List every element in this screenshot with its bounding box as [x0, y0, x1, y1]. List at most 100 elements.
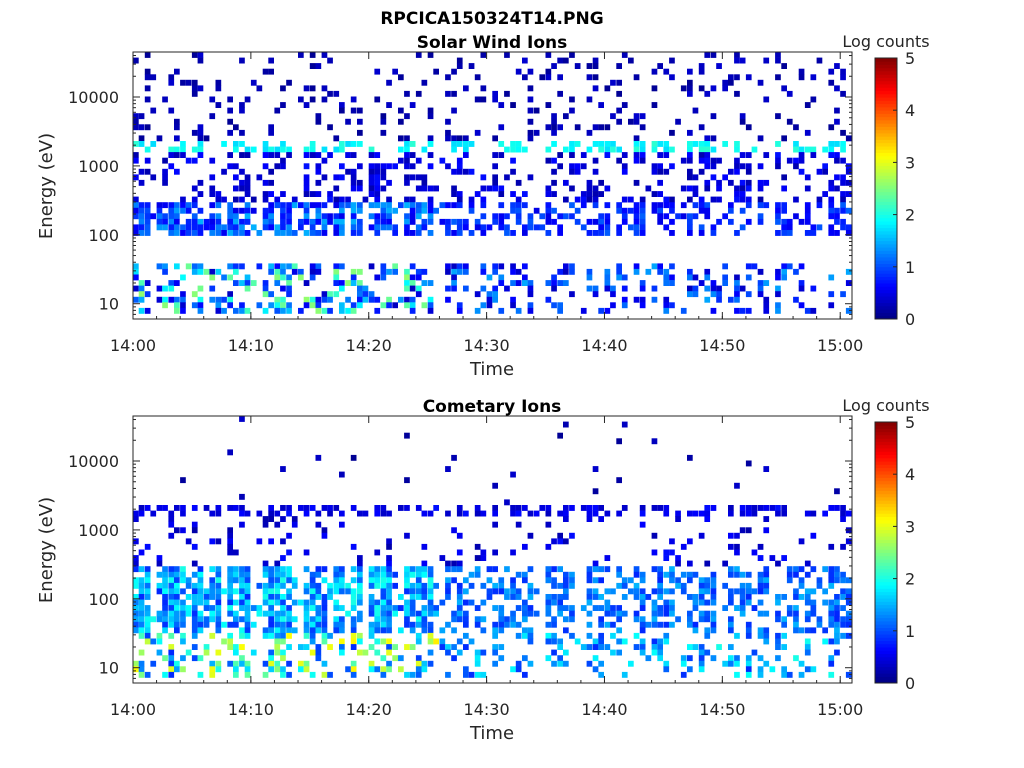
- spectrogram-cell: [545, 605, 552, 611]
- spectrogram-cell: [333, 627, 340, 634]
- spectrogram-cell: [551, 179, 557, 186]
- colorbar-swatch: [875, 155, 897, 160]
- spectrogram-cell: [138, 230, 145, 236]
- y-tick-label: 10: [99, 295, 119, 314]
- spectrogram-cell: [563, 649, 569, 656]
- colorbar-swatch: [875, 230, 897, 235]
- spectrogram-cell: [191, 610, 198, 617]
- spectrogram-cell: [144, 291, 151, 298]
- spectrogram-cell: [775, 610, 781, 617]
- spectrogram-cell: [734, 191, 740, 197]
- spectrogram-cell: [651, 85, 658, 92]
- spectrogram-cell: [545, 68, 552, 75]
- spectrogram-cell: [239, 141, 245, 147]
- spectrogram-cell: [368, 202, 375, 209]
- spectrogram-cell: [197, 610, 204, 617]
- spectrogram-cell: [321, 660, 328, 667]
- spectrogram-cell: [763, 638, 770, 645]
- spectrogram-cell: [380, 218, 387, 225]
- spectrogram-cell: [409, 141, 416, 147]
- spectrogram-cell: [604, 152, 611, 158]
- spectrogram-cell: [463, 610, 469, 617]
- spectrogram-cell: [239, 510, 245, 517]
- colorbar-swatch: [875, 679, 897, 684]
- colorbar-swatch: [875, 516, 897, 521]
- spectrogram-cell: [350, 566, 357, 573]
- spectrogram-cell: [421, 179, 428, 186]
- spectrogram-cell: [492, 268, 498, 275]
- spectrogram-cell: [156, 135, 163, 142]
- spectrogram-cell: [828, 566, 835, 573]
- spectrogram-cell: [504, 588, 510, 595]
- spectrogram-cell: [209, 538, 216, 545]
- spectrogram-cell: [722, 79, 728, 86]
- spectrogram-cell: [398, 505, 404, 511]
- spectrogram-cell: [327, 505, 333, 511]
- spectrogram-cell: [286, 660, 292, 667]
- spectrogram-cell: [191, 196, 198, 203]
- spectrogram-cell: [580, 644, 587, 650]
- spectrogram-cell: [339, 644, 345, 650]
- spectrogram-cell: [209, 588, 216, 595]
- spectrogram-cell: [244, 202, 251, 209]
- spectrogram-cell: [628, 224, 634, 231]
- spectrogram-cell: [433, 207, 439, 214]
- spectrogram-cell: [598, 141, 604, 147]
- spectrogram-cell: [362, 510, 369, 517]
- spectrogram-cell: [616, 202, 622, 209]
- spectrogram-cell: [274, 296, 281, 303]
- spectrogram-cell: [298, 218, 304, 225]
- spectrogram-cell: [563, 146, 569, 153]
- spectrogram-cell: [433, 505, 439, 511]
- spectrogram-cell: [739, 599, 746, 606]
- spectrogram-cell: [498, 610, 505, 617]
- spectrogram-cell: [286, 230, 292, 236]
- spectrogram-cell: [268, 207, 274, 214]
- spectrogram-cell: [339, 638, 345, 645]
- spectrogram-cell: [244, 599, 251, 606]
- spectrogram-cell: [704, 599, 711, 606]
- spectrogram-cell: [757, 588, 764, 595]
- spectrogram-cell: [309, 63, 316, 69]
- spectrogram-cell: [728, 616, 734, 623]
- spectrogram-cell: [315, 521, 322, 528]
- spectrogram-cell: [551, 538, 557, 545]
- spectrogram-cell: [215, 307, 222, 314]
- colorbar-tick-label: 0: [905, 674, 915, 693]
- spectrogram-cell: [168, 594, 175, 600]
- spectrogram-cell: [804, 666, 811, 673]
- spectrogram-cell: [586, 63, 593, 69]
- spectrogram-cell: [180, 196, 186, 203]
- colorbar-swatch: [875, 500, 897, 504]
- spectrogram-cell: [492, 644, 498, 650]
- spectrogram-cell: [456, 649, 463, 656]
- spectrogram-cell: [692, 185, 699, 192]
- spectrogram-cell: [156, 505, 163, 511]
- spectrogram-cell: [616, 230, 622, 236]
- spectrogram-cell: [757, 555, 764, 561]
- spectrogram-cell: [350, 185, 357, 192]
- spectrogram-cell: [368, 213, 375, 220]
- spectrogram-cell: [303, 660, 310, 667]
- spectrogram-cell: [409, 263, 416, 270]
- spectrogram-cell: [710, 230, 717, 236]
- spectrogram-cell: [551, 649, 557, 656]
- spectrogram-cell: [339, 588, 345, 595]
- spectrogram-cell: [586, 274, 593, 281]
- colorbar-swatch: [875, 149, 897, 154]
- spectrogram-cell: [368, 291, 375, 298]
- colorbar-swatch: [875, 263, 897, 268]
- spectrogram-cell: [286, 621, 292, 628]
- spectrogram-cell: [657, 191, 663, 197]
- spectrogram-cell: [315, 230, 322, 236]
- spectrogram-cell: [357, 207, 363, 214]
- spectrogram-cell: [185, 605, 192, 611]
- spectrogram-cell: [168, 202, 175, 209]
- spectrogram-cell: [274, 666, 281, 673]
- spectrogram-cell: [840, 505, 846, 511]
- spectrogram-cell: [138, 671, 145, 678]
- spectrogram-cell: [840, 174, 846, 181]
- spectrogram-cell: [427, 605, 434, 611]
- spectrogram-cell: [244, 605, 251, 611]
- spectrogram-cell: [368, 666, 375, 673]
